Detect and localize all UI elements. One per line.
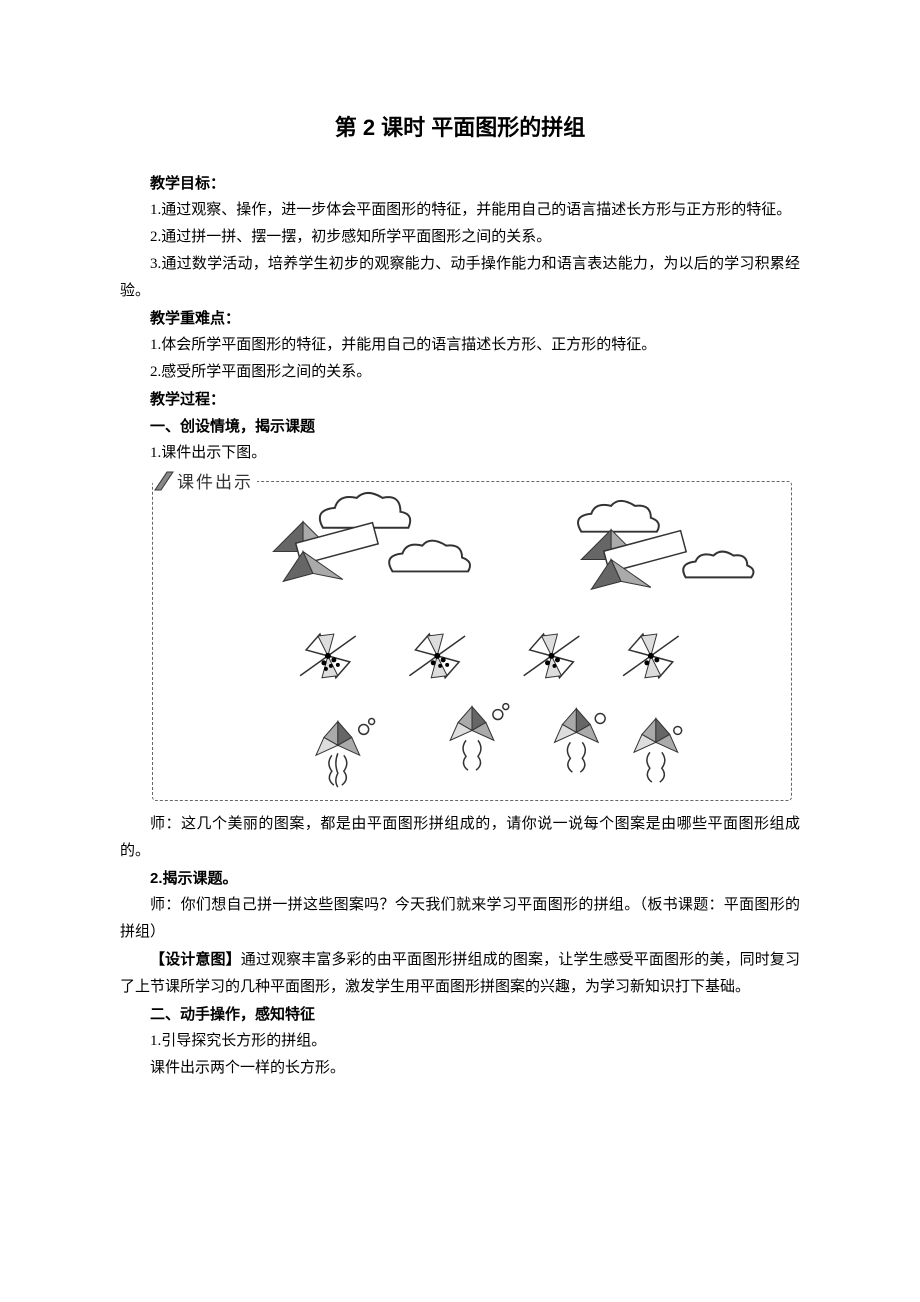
after-box-text: 师：这几个美丽的图案，都是由平面图形拼组成的，请你说一说每个图案是由哪些平面图形… (120, 811, 800, 865)
design-intent-label: 【设计意图】 (150, 951, 241, 968)
courseware-illustration (153, 482, 791, 800)
cloud-shape (320, 493, 410, 528)
cloud-shape (683, 552, 753, 578)
document-title: 第 2 课时 平面图形的拼组 (120, 110, 800, 142)
bird-shape-right (581, 530, 686, 590)
reveal-body: 师：你们想自己拼一拼这些图案吗？今天我们就来学习平面图形的拼组。（板书课题：平面… (120, 892, 800, 946)
heading-process: 教学过程： (120, 386, 800, 413)
goal-2: 2.通过拼一拼、摆一摆，初步感知所学平面图形之间的关系。 (120, 224, 800, 251)
cloud-shape (578, 501, 659, 532)
fish-plant (634, 719, 682, 783)
fish-plant (554, 709, 605, 773)
goal-3: 3.通过数学活动，培养学生初步的观察能力、动手操作能力和语言表达能力，为以后的学… (120, 251, 800, 305)
difficulty-2: 2.感受所学平面图形之间的关系。 (120, 359, 800, 386)
bird-shape-left (273, 522, 378, 582)
dragonfly (300, 634, 356, 678)
section-2-item-1: 1.引导探究长方形的拼组。 (120, 1028, 800, 1055)
fish-plant (316, 719, 375, 788)
difficulty-1: 1.体会所学平面图形的特征，并能用自己的语言描述长方形、正方形的特征。 (120, 332, 800, 359)
heading-goal: 教学目标： (120, 170, 800, 197)
reveal-heading: 2.揭示课题。 (120, 865, 800, 892)
courseware-label: 课件出示 (177, 468, 253, 493)
section-1-item-1: 1.课件出示下图。 (120, 440, 800, 467)
goal-1: 1.通过观察、操作，进一步体会平面图形的特征，并能用自己的语言描述长方形与正方形… (120, 197, 800, 224)
dragonfly (524, 634, 580, 678)
section-1-title: 一、创设情境，揭示课题 (120, 413, 800, 440)
dragonfly (409, 634, 465, 678)
dragonfly (623, 634, 679, 678)
page: 第 2 课时 平面图形的拼组 教学目标： 1.通过观察、操作，进一步体会平面图形… (0, 0, 920, 1302)
section-2-item-2: 课件出示两个一样的长方形。 (120, 1055, 800, 1082)
slash-icon (153, 470, 175, 492)
cloud-shape (389, 541, 470, 572)
section-2-title: 二、动手操作，感知特征 (120, 1001, 800, 1028)
fish-plant (450, 704, 509, 771)
courseware-box: 课件出示 (152, 481, 792, 801)
heading-difficulty: 教学重难点： (120, 305, 800, 332)
design-intent: 【设计意图】通过观察丰富多彩的由平面图形拼组成的图案，让学生感受平面图形的美，同… (120, 946, 800, 1001)
courseware-tab: 课件出示 (153, 468, 257, 493)
